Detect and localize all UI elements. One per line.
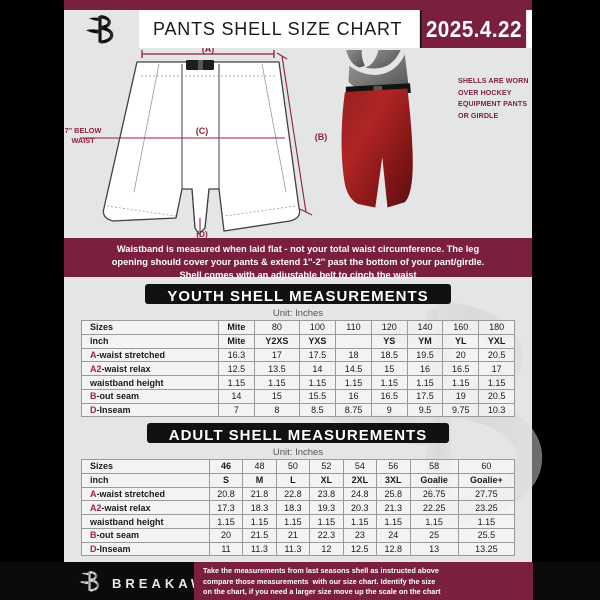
svg-text:(C): (C) <box>196 126 209 136</box>
svg-text:7" BELOW: 7" BELOW <box>65 126 102 135</box>
svg-text:(A): (A) <box>202 48 215 54</box>
svg-text:(B): (B) <box>315 132 328 142</box>
svg-text:(D): (D) <box>196 229 208 238</box>
svg-text:WAIST: WAIST <box>71 136 95 145</box>
